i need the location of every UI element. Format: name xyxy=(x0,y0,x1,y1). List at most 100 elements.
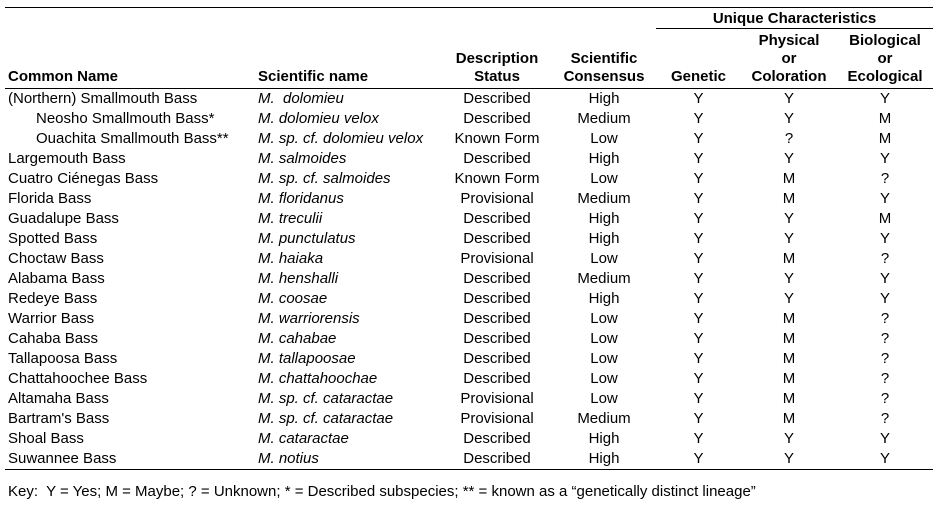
description-status-cell: Described xyxy=(463,90,531,107)
physical-coloration-cell: Y xyxy=(783,430,794,447)
common-name-cell: Tallapoosa Bass xyxy=(8,350,118,367)
physical-coloration-cell: Y xyxy=(741,449,837,470)
scientific-name-cell: M. cataractae xyxy=(258,430,349,447)
biological-ecological-cell: Y xyxy=(880,290,891,307)
common-name-cell: Choctaw Bass xyxy=(8,250,104,267)
biological-ecological-cell: ? xyxy=(880,350,890,367)
table-row: Bartram's Bass M. sp. cf. cataractae Pro… xyxy=(5,409,933,429)
description-status-cell: Provisional xyxy=(460,410,534,427)
common-name-cell: Ouachita Smallmouth Bass** xyxy=(36,130,229,147)
genetic-cell: Y xyxy=(693,210,704,227)
scientific-consensus-cell: High xyxy=(588,430,620,447)
scientific-name-cell: M. henshalli xyxy=(258,270,339,287)
genetic-cell: Y xyxy=(693,370,704,387)
physical-coloration-cell: M xyxy=(782,250,796,267)
common-name-cell: Redeye Bass xyxy=(8,290,98,307)
genetic-cell: Y xyxy=(693,130,704,147)
table-row: Choctaw Bass M. haiaka Provisional Low Y… xyxy=(5,249,933,269)
description-status-cell: Described xyxy=(463,150,531,167)
genetic-cell: Y xyxy=(693,290,704,307)
genetic-cell: Y xyxy=(693,270,704,287)
scientific-consensus-cell: High xyxy=(552,449,656,470)
description-status-cell: Provisional xyxy=(460,390,534,407)
table-row: (Northern) Smallmouth Bass M. dolomieu D… xyxy=(5,89,933,110)
genetic-cell: Y xyxy=(693,390,704,407)
common-name-header: Common Name xyxy=(5,28,258,89)
physical-coloration-cell: M xyxy=(782,350,796,367)
scientific-name-cell: M. notius xyxy=(258,449,442,470)
description-status-cell: Described xyxy=(463,350,531,367)
scientific-name-cell: M. chattahoochae xyxy=(258,370,378,387)
common-name-cell: Neosho Smallmouth Bass* xyxy=(36,110,215,127)
table-header: Unique Characteristics Common Name Scien… xyxy=(5,7,934,89)
description-status-cell: Known Form xyxy=(454,130,540,147)
table-row: Cuatro Ciénegas Bass M. sp. cf. salmoide… xyxy=(5,169,933,189)
common-name-cell: Alabama Bass xyxy=(8,270,105,287)
biological-ecological-cell: Y xyxy=(880,270,891,287)
scientific-name-cell: M. floridanus xyxy=(258,190,344,207)
description-status-cell: Described xyxy=(463,370,531,387)
description-status-cell: Described xyxy=(463,310,531,327)
biological-ecological-cell: ? xyxy=(880,170,890,187)
physical-coloration-cell: Y xyxy=(783,290,794,307)
common-name-cell: Cahaba Bass xyxy=(8,330,99,347)
description-status-cell: Described xyxy=(463,270,531,287)
common-name-cell: Warrior Bass xyxy=(8,310,95,327)
physical-coloration-cell: Y xyxy=(783,210,794,227)
scientific-name-cell: M. dolomieu xyxy=(258,90,344,107)
description-status-cell: Provisional xyxy=(460,190,534,207)
scientific-name-cell: M. salmoides xyxy=(258,150,347,167)
scientific-consensus-cell: High xyxy=(588,290,620,307)
table-row: Ouachita Smallmouth Bass** M. sp. cf. do… xyxy=(5,129,933,149)
genetic-cell: Y xyxy=(693,170,704,187)
description-status-header: Description Status xyxy=(442,28,552,89)
common-name-cell: Spotted Bass xyxy=(8,230,98,247)
table-row: Largemouth Bass M. salmoides Described H… xyxy=(5,149,933,169)
scientific-consensus-cell: High xyxy=(588,210,620,227)
scientific-consensus-cell: High xyxy=(588,90,620,107)
table-row: Alabama Bass M. henshalli Described Medi… xyxy=(5,269,933,289)
scientific-name-cell: M. coosae xyxy=(258,290,328,307)
description-status-cell: Described xyxy=(442,449,552,470)
genetic-cell: Y xyxy=(693,350,704,367)
key-legend: Key: Y = Yes; M = Maybe; ? = Unknown; * … xyxy=(8,483,756,500)
scientific-consensus-cell: Low xyxy=(590,130,618,147)
genetic-cell: Y xyxy=(693,110,704,127)
biological-ecological-cell: ? xyxy=(880,330,890,347)
scientific-consensus-cell: Low xyxy=(590,330,618,347)
common-name-cell: Bartram's Bass xyxy=(8,410,110,427)
scientific-consensus-header: Scientific Consensus xyxy=(552,28,656,89)
physical-coloration-cell: M xyxy=(782,330,796,347)
scientific-name-cell: M. sp. cf. cataractae xyxy=(258,390,394,407)
unique-characteristics-header: Unique Characteristics xyxy=(656,7,934,29)
scientific-name-cell: M. punctulatus xyxy=(258,230,356,247)
common-name-cell: Guadalupe Bass xyxy=(8,210,119,227)
physical-coloration-cell: Y xyxy=(783,90,794,107)
scientific-consensus-cell: Medium xyxy=(577,110,631,127)
scientific-consensus-cell: Medium xyxy=(577,410,631,427)
table-row: Guadalupe Bass M. treculii Described Hig… xyxy=(5,209,933,229)
biological-ecological-cell: M xyxy=(878,210,892,227)
physical-coloration-cell: M xyxy=(782,190,796,207)
scientific-name-cell: M. sp. cf. cataractae xyxy=(258,410,394,427)
biological-ecological-cell: Y xyxy=(880,430,891,447)
table-row: Spotted Bass M. punctulatus Described Hi… xyxy=(5,229,933,249)
common-name-cell: Florida Bass xyxy=(8,190,92,207)
genetic-cell: Y xyxy=(693,310,704,327)
genetic-cell: Y xyxy=(693,190,704,207)
table-row: Tallapoosa Bass M. tallapoosae Described… xyxy=(5,349,933,369)
genetic-cell: Y xyxy=(693,410,704,427)
scientific-consensus-cell: Low xyxy=(590,390,618,407)
species-table: Unique Characteristics Common Name Scien… xyxy=(5,7,934,470)
physical-coloration-header: Physical or Coloration xyxy=(741,28,837,89)
spanner-row: Unique Characteristics xyxy=(5,7,934,29)
physical-coloration-cell: M xyxy=(782,170,796,187)
biological-ecological-cell: Y xyxy=(880,230,891,247)
spanner-spacer xyxy=(5,8,656,29)
biological-ecological-cell: ? xyxy=(880,310,890,327)
common-name-cell: (Northern) Smallmouth Bass xyxy=(8,90,198,107)
description-status-cell: Described xyxy=(463,330,531,347)
scientific-consensus-cell: Low xyxy=(590,370,618,387)
scientific-name-cell: M. treculii xyxy=(258,210,323,227)
